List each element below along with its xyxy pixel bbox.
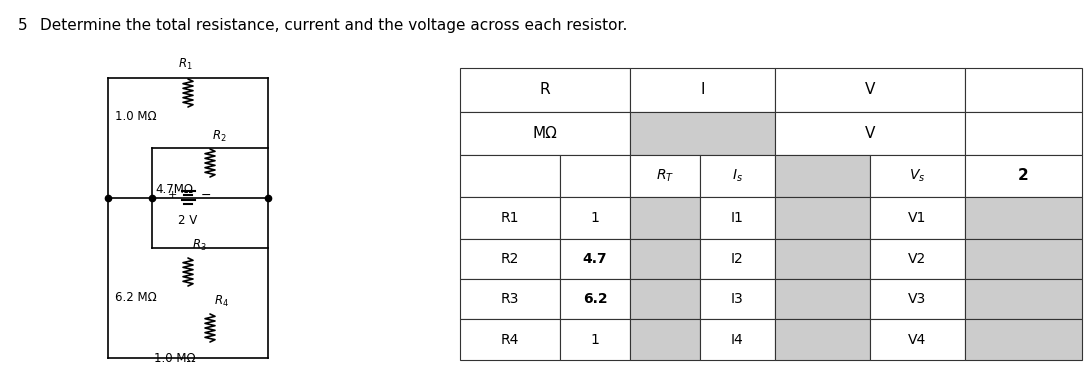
Text: V4: V4 (909, 332, 926, 347)
Bar (460, 239, 560, 279)
Bar (630, 319, 700, 360)
Text: 2 V: 2 V (178, 214, 197, 227)
Text: 1: 1 (590, 332, 599, 347)
Bar (630, 155, 700, 197)
Bar (870, 279, 966, 319)
Bar (700, 279, 775, 319)
Text: $R_4$: $R_4$ (214, 294, 229, 309)
Text: I4: I4 (731, 332, 744, 347)
Bar (775, 279, 870, 319)
Text: 4.7MΩ: 4.7MΩ (155, 183, 193, 196)
Bar (560, 319, 630, 360)
Text: R3: R3 (501, 292, 519, 306)
Bar (460, 319, 560, 360)
Bar (560, 155, 630, 197)
Bar (870, 319, 966, 360)
Text: MΩ: MΩ (532, 126, 558, 141)
Text: R2: R2 (501, 252, 519, 266)
Bar (870, 155, 966, 197)
Bar (966, 155, 1082, 197)
Text: I: I (700, 83, 705, 98)
Bar (966, 279, 1082, 319)
Bar (700, 239, 775, 279)
Text: $I_s$: $I_s$ (732, 168, 743, 184)
Text: 2: 2 (1018, 169, 1029, 183)
Bar (630, 112, 775, 155)
Bar (775, 319, 870, 360)
Bar (700, 197, 775, 239)
Bar (460, 68, 630, 112)
Bar (630, 197, 700, 239)
Bar (966, 112, 1082, 155)
Text: Determine the total resistance, current and the voltage across each resistor.: Determine the total resistance, current … (40, 18, 627, 33)
Bar (700, 155, 775, 197)
Text: 1.0 MΩ: 1.0 MΩ (154, 352, 195, 365)
Text: V: V (865, 83, 875, 98)
Text: I2: I2 (731, 252, 744, 266)
Bar (560, 197, 630, 239)
Bar (460, 155, 560, 197)
Text: R4: R4 (501, 332, 519, 347)
Text: 4.7: 4.7 (583, 252, 608, 266)
Bar (630, 68, 775, 112)
Bar (966, 319, 1082, 360)
Text: 1: 1 (590, 211, 599, 225)
Bar (560, 239, 630, 279)
Bar (966, 197, 1082, 239)
Bar (966, 239, 1082, 279)
Text: −: − (201, 188, 212, 201)
Bar (630, 239, 700, 279)
Bar (775, 155, 870, 197)
Text: V2: V2 (909, 252, 926, 266)
Text: V3: V3 (909, 292, 926, 306)
Bar (775, 112, 966, 155)
Bar (560, 279, 630, 319)
Bar (870, 197, 966, 239)
Text: 6.2 MΩ: 6.2 MΩ (115, 291, 157, 304)
Bar (775, 68, 966, 112)
Text: V: V (865, 126, 875, 141)
Bar (460, 279, 560, 319)
Text: R1: R1 (501, 211, 519, 225)
Text: $R_1$: $R_1$ (178, 57, 192, 72)
Bar (775, 239, 870, 279)
Text: 1.0 MΩ: 1.0 MΩ (115, 110, 157, 123)
Text: 5: 5 (17, 18, 27, 33)
Bar (966, 68, 1082, 112)
Bar (775, 197, 870, 239)
Text: I1: I1 (731, 211, 744, 225)
Bar (460, 112, 630, 155)
Text: $V_s$: $V_s$ (909, 168, 925, 184)
Text: R: R (540, 83, 550, 98)
Text: $R_3$: $R_3$ (192, 238, 206, 253)
Text: V1: V1 (909, 211, 926, 225)
Bar (630, 279, 700, 319)
Bar (700, 319, 775, 360)
Text: $R_T$: $R_T$ (656, 168, 674, 184)
Bar (870, 239, 966, 279)
Text: +: + (167, 190, 177, 200)
Text: 6.2: 6.2 (583, 292, 608, 306)
Text: I3: I3 (731, 292, 744, 306)
Bar (460, 197, 560, 239)
Text: $R_2$: $R_2$ (212, 129, 227, 144)
